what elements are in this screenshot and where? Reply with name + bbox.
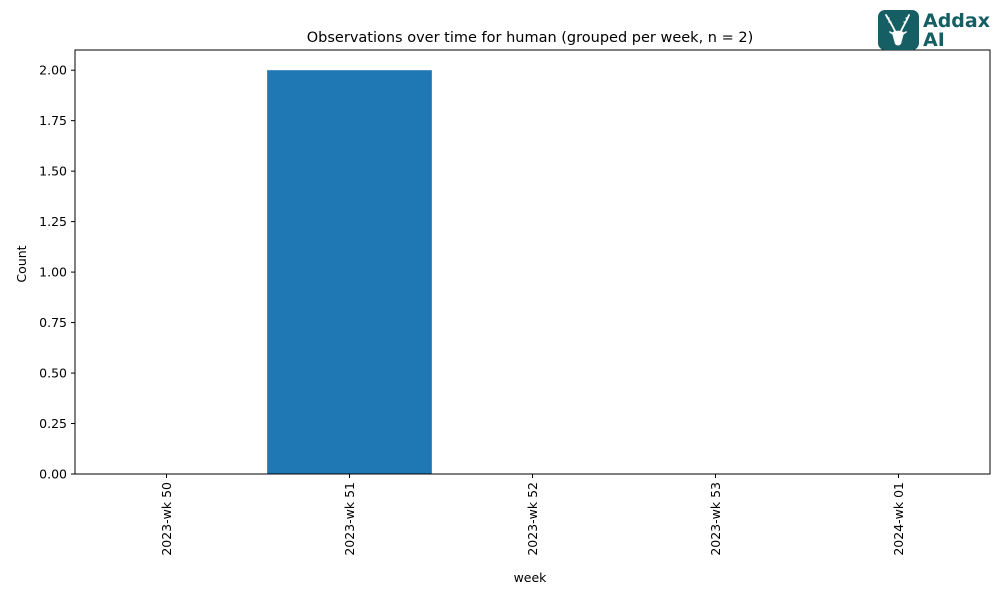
- y-tick-label-0: 0.00: [39, 467, 67, 482]
- y-tick-label-8: 2.00: [39, 63, 67, 78]
- y-tick-label-3: 0.75: [39, 315, 67, 330]
- x-tick-label-0: 2023-wk 50: [159, 482, 174, 556]
- chart-title: Observations over time for human (groupe…: [307, 30, 753, 46]
- y-axis-label: Count: [14, 245, 29, 282]
- addax-ai-logo: Addax AI: [878, 10, 993, 52]
- y-axis: 0.00 0.25 0.50 0.75 1.00 1.25 1.50 1.75 2.00: [39, 63, 75, 482]
- x-tick-label-4: 2024-wk 01: [891, 482, 906, 556]
- plot-frame: [74, 49, 991, 475]
- y-tick-label-7: 1.75: [39, 113, 67, 128]
- antelope-head-icon: [878, 10, 919, 50]
- x-tick-label-2: 2023-wk 52: [525, 482, 540, 556]
- y-tick-label-5: 1.25: [39, 214, 67, 229]
- bars-group: [267, 70, 432, 474]
- y-tick-label-6: 1.50: [39, 164, 67, 179]
- y-tick-label-2: 0.50: [39, 366, 67, 381]
- logo-text-addax: Addax: [923, 10, 990, 32]
- x-axis: 2023-wk 50 2023-wk 51 2023-wk 52 2023-wk 53…: [159, 474, 906, 556]
- x-tick-label-3: 2023-wk 53: [708, 482, 723, 556]
- logo-text-ai: AI: [923, 29, 945, 51]
- bar-1: [267, 70, 432, 474]
- x-tick-label-1: 2023-wk 51: [342, 482, 357, 556]
- y-tick-label-4: 1.00: [39, 265, 67, 280]
- y-tick-label-1: 0.25: [39, 416, 67, 431]
- x-axis-label: week: [514, 570, 548, 585]
